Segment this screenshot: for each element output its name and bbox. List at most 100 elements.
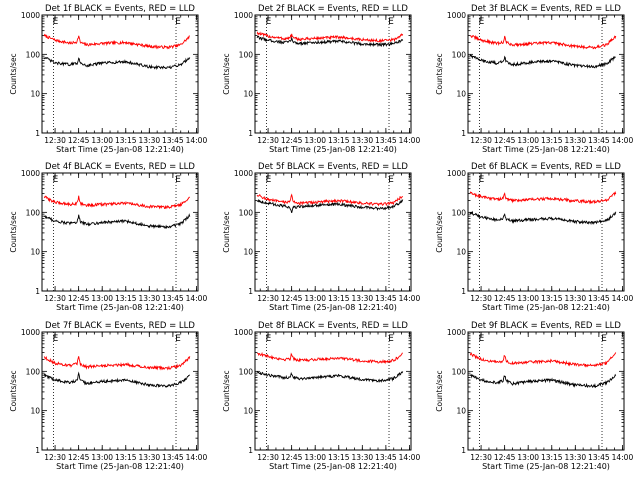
y-tick-label: 100 — [239, 367, 254, 376]
series-line-lld — [256, 193, 404, 207]
x-tick-label: 14:00 — [612, 294, 634, 303]
x-tick-label: 14:00 — [186, 453, 208, 462]
x-tick-label: 13:45 — [588, 136, 610, 145]
x-tick-label: 13:00 — [304, 294, 326, 303]
x-axis-label: Start Time (25-Jan-08 12:21:40) — [482, 145, 610, 154]
plot-panel-2: Det 2f BLACK = Events, RED = LLD 1 10 100 10… — [222, 4, 420, 154]
x-tick-label: 13:30 — [352, 453, 374, 462]
y-tick-label: 1 — [461, 129, 466, 138]
x-tick-label: 13:30 — [565, 453, 587, 462]
series-line-events — [256, 371, 404, 383]
y-axis-label: Counts/sec — [9, 370, 18, 411]
x-tick-label: 13:00 — [517, 453, 539, 462]
x-tick-label: 13:15 — [328, 294, 350, 303]
y-tick-label: 100 — [26, 50, 41, 59]
x-tick-label: 13:15 — [328, 453, 350, 462]
y-tick-label: 1000 — [447, 328, 466, 337]
plot-frame — [41, 331, 199, 451]
plot-panel-6: Det 6f BLACK = Events, RED = LLD 1 10 100 10… — [435, 162, 633, 312]
x-tick-label: 12:30 — [44, 136, 66, 145]
plot-title: Det 1f BLACK = Events, RED = LLD — [45, 4, 195, 14]
y-tick-label: 10 — [456, 90, 466, 99]
x-tick-label: 13:15 — [541, 136, 563, 145]
time-marker-label: E — [479, 334, 485, 344]
x-tick-label: 12:45 — [494, 453, 516, 462]
x-tick-label: 12:45 — [494, 294, 516, 303]
x-tick-label: 13:00 — [304, 453, 326, 462]
y-tick-label: 1000 — [21, 169, 40, 178]
y-tick-label: 100 — [239, 208, 254, 217]
time-marker-label: E — [266, 334, 272, 344]
y-tick-label: 1000 — [21, 328, 40, 337]
time-marker-label: E — [53, 17, 59, 27]
x-tick-label: 12:45 — [68, 453, 90, 462]
x-tick-label: 13:15 — [115, 136, 137, 145]
x-tick-label: 13:15 — [115, 453, 137, 462]
y-tick-label: 100 — [452, 50, 467, 59]
series-line-lld — [43, 33, 190, 50]
x-tick-label: 13:45 — [162, 453, 184, 462]
x-tick-label: 13:15 — [115, 294, 137, 303]
plot-frame — [254, 331, 412, 451]
x-tick-label: 14:00 — [399, 453, 421, 462]
x-tick-label: 12:45 — [281, 294, 303, 303]
y-tick-label: 10 — [243, 407, 253, 416]
time-marker-label: E — [175, 334, 181, 344]
time-marker-label: E — [53, 334, 59, 344]
x-axis-label: Start Time (25-Jan-08 12:21:40) — [56, 462, 184, 471]
series-line-events — [469, 210, 617, 225]
y-axis-label: Counts/sec — [9, 211, 18, 252]
plot-title: Det 9f BLACK = Events, RED = LLD — [471, 321, 621, 331]
x-tick-label: 13:45 — [162, 136, 184, 145]
x-tick-label: 12:45 — [281, 453, 303, 462]
plot-frame — [41, 14, 199, 134]
series-line-events — [44, 213, 191, 230]
x-tick-label: 13:45 — [375, 453, 397, 462]
y-tick-label: 10 — [30, 407, 40, 416]
y-tick-label: 1 — [248, 129, 253, 138]
x-tick-label: 14:00 — [612, 136, 634, 145]
plot-panel-9: Det 9f BLACK = Events, RED = LLD 1 10 100 10… — [435, 321, 633, 471]
y-tick-label: 1000 — [234, 169, 253, 178]
x-axis-label: Start Time (25-Jan-08 12:21:40) — [482, 462, 610, 471]
y-tick-label: 10 — [456, 248, 466, 257]
series-line-lld — [43, 195, 190, 210]
series-line-lld — [43, 356, 191, 371]
y-tick-label: 10 — [30, 248, 40, 257]
x-tick-label: 13:00 — [517, 294, 539, 303]
x-tick-label: 13:00 — [91, 294, 113, 303]
y-tick-label: 1 — [461, 287, 466, 296]
time-marker-label: E — [266, 175, 272, 185]
x-tick-label: 14:00 — [186, 294, 208, 303]
x-tick-label: 12:45 — [68, 294, 90, 303]
x-tick-label: 12:30 — [257, 453, 279, 462]
time-marker-label: E — [601, 334, 607, 344]
plot-title: Det 5f BLACK = Events, RED = LLD — [258, 162, 408, 172]
y-tick-label: 10 — [243, 90, 253, 99]
x-tick-label: 13:30 — [139, 294, 161, 303]
x-tick-label: 13:00 — [517, 136, 539, 145]
y-tick-label: 10 — [30, 90, 40, 99]
x-tick-label: 14:00 — [186, 136, 208, 145]
plot-panel-8: Det 8f BLACK = Events, RED = LLD 1 10 100 10… — [222, 321, 420, 471]
series-line-events — [469, 54, 616, 69]
series-line-lld — [469, 34, 617, 50]
y-axis-label: Counts/sec — [222, 211, 231, 252]
x-tick-label: 13:45 — [588, 294, 610, 303]
y-axis-label: Counts/sec — [9, 53, 18, 94]
y-tick-label: 1 — [461, 446, 466, 455]
x-tick-label: 13:30 — [139, 136, 161, 145]
x-tick-label: 13:45 — [588, 453, 610, 462]
plot-frame — [254, 172, 412, 292]
x-tick-label: 13:15 — [328, 136, 350, 145]
plot-panel-3: Det 3f BLACK = Events, RED = LLD 1 10 100 10… — [435, 4, 633, 154]
y-tick-label: 1000 — [234, 328, 253, 337]
plot-title: Det 2f BLACK = Events, RED = LLD — [258, 4, 408, 14]
x-tick-label: 13:30 — [352, 136, 374, 145]
plot-panel-7: Det 7f BLACK = Events, RED = LLD 1 10 100 10… — [9, 321, 207, 471]
y-tick-label: 100 — [26, 367, 41, 376]
time-marker-label: E — [175, 175, 181, 185]
plot-frame — [41, 172, 199, 292]
